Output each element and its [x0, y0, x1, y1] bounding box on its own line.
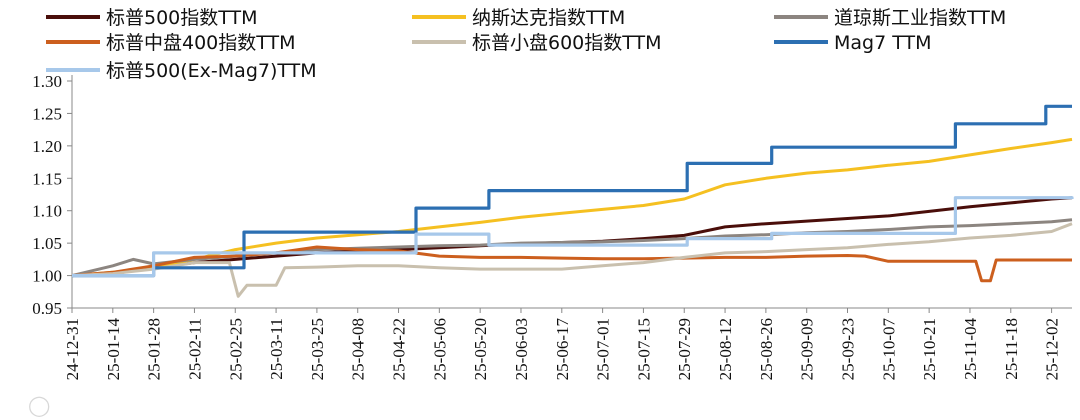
x-tick-label: 25-03-25	[308, 318, 327, 380]
chart-legend: 标普500指数TTM 纳斯达克指数TTM 道琼斯工业指数TTM 标普中盘400指数TT…	[46, 7, 1006, 82]
y-tick-label: 0.95	[32, 299, 62, 318]
y-tick-label: 1.25	[32, 104, 62, 123]
legend-label-5: Mag7 TTM	[834, 32, 932, 54]
x-tick-label: 25-06-17	[553, 318, 572, 381]
x-tick-label: 25-11-04	[961, 318, 980, 380]
x-tick-label: 25-10-07	[879, 318, 898, 381]
x-tick-label: 25-05-20	[471, 318, 490, 380]
x-tick-label: 25-01-28	[145, 318, 164, 380]
x-tick-label: 25-01-14	[104, 318, 123, 381]
x-tick-label: 25-02-11	[185, 318, 204, 380]
legend-label-1: 纳斯达克指数TTM	[472, 7, 625, 29]
x-tick-label: 25-11-18	[1002, 318, 1021, 380]
x-tick-label: 25-03-11	[267, 318, 286, 380]
x-tick-label: 25-09-09	[798, 318, 817, 380]
x-tick-label: 25-07-15	[634, 318, 653, 380]
series-line-6	[72, 196, 1074, 278]
x-tick-label: 25-12-02	[1043, 318, 1062, 380]
x-tick-label: 25-08-12	[716, 318, 735, 380]
legend-label-4: 标普小盘600指数TTM	[472, 32, 662, 54]
plot-lines	[71, 104, 1074, 298]
legend-label-6: 标普500(Ex-Mag7)TTM	[106, 60, 317, 82]
y-tick-label: 1.00	[32, 267, 62, 286]
x-tick-label: 25-02-25	[226, 318, 245, 380]
x-tick-label: 25-04-08	[349, 318, 368, 380]
y-tick-label: 1.30	[32, 72, 62, 91]
legend-label-0: 标普500指数TTM	[106, 7, 258, 29]
x-tick-label: 25-08-26	[757, 318, 776, 380]
series-line-4	[71, 222, 1073, 298]
y-tick-label: 1.20	[32, 137, 62, 156]
x-tick-label: 25-09-23	[839, 318, 858, 380]
series-line-1	[71, 137, 1073, 278]
watermark: ◯	[28, 393, 50, 417]
x-tick-label: 24-12-31	[63, 318, 82, 380]
x-tick-label: 25-04-22	[390, 318, 409, 380]
x-axis: 24-12-31 25-01-14 25-01-28 25-02-11 25-02-25…	[63, 307, 1072, 381]
x-tick-label: 25-10-21	[920, 318, 939, 380]
x-tick-label: 25-07-29	[675, 318, 694, 380]
legend-label-2: 道琼斯工业指数TTM	[834, 7, 1006, 29]
y-tick-label: 1.15	[32, 169, 62, 188]
y-tick-label: 1.05	[32, 234, 62, 253]
y-axis: 0.95 1.00 1.05 1.10 1.15 1.20 1.25 1.30	[32, 72, 73, 318]
x-tick-label: 25-05-06	[430, 318, 449, 380]
y-tick-label: 1.10	[32, 202, 62, 221]
legend-label-3: 标普中盘400指数TTM	[106, 32, 296, 54]
x-tick-label: 25-06-03	[512, 318, 531, 380]
series-line-5	[72, 104, 1072, 278]
x-tick-label: 25-07-01	[594, 318, 613, 380]
